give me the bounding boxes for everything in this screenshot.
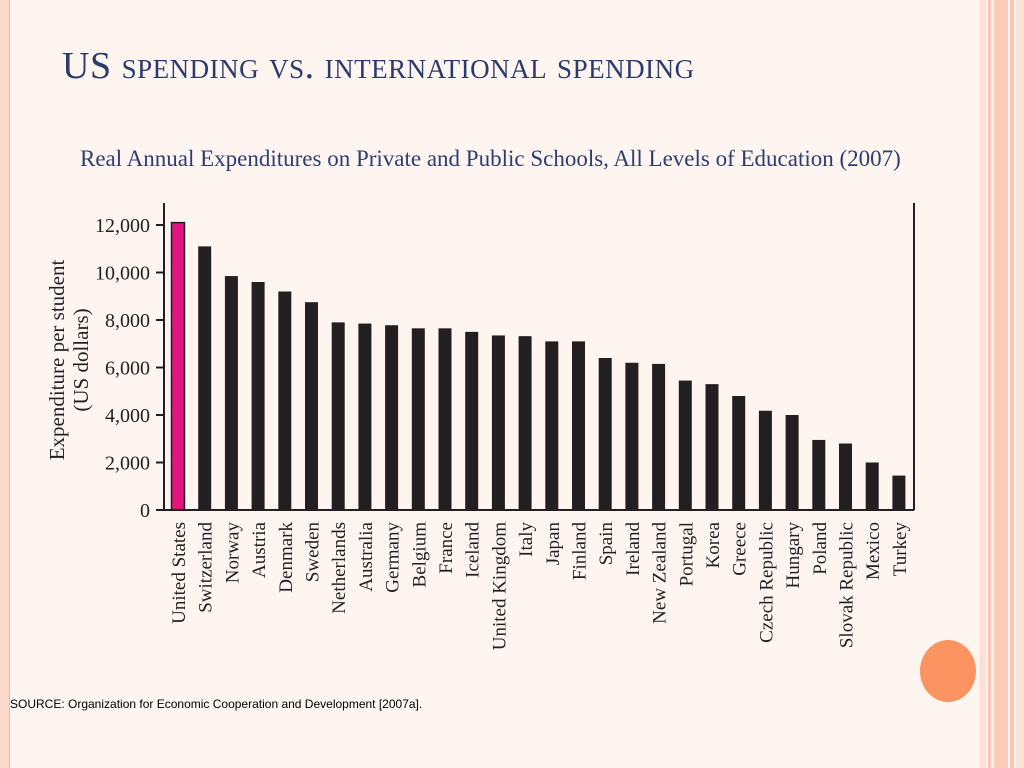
x-category-label: Italy [516, 522, 537, 557]
x-category-label: Australia [356, 521, 377, 591]
bar [678, 380, 692, 510]
bar [305, 302, 318, 510]
slide-title: US spending vs. international spending [62, 45, 695, 87]
x-category-label: United Kingdom [489, 522, 510, 650]
bar [572, 341, 585, 510]
x-category-label: Portugal [676, 522, 697, 586]
bar [598, 358, 612, 510]
x-category-label: Norway [222, 522, 243, 584]
bar [865, 462, 879, 510]
x-category-label: Greece [730, 522, 751, 576]
y-tick-label: 10,000 [95, 263, 150, 285]
bar [732, 396, 746, 510]
bar [358, 323, 372, 510]
x-category-label: Finland [570, 522, 591, 581]
bar [411, 328, 425, 510]
y-tick-label: 12,000 [95, 215, 150, 237]
bar [839, 443, 852, 510]
y-axis-title: Expenditure per student (US dollars) [45, 260, 93, 461]
x-category-label: Iceland [463, 522, 484, 578]
left-border-stripe [0, 0, 10, 768]
bar [652, 363, 666, 510]
x-category-label: Ireland [623, 522, 644, 576]
bar [518, 336, 532, 510]
x-category-label: Japan [543, 522, 564, 566]
bar [251, 282, 265, 510]
bar [758, 410, 772, 510]
x-category-label: Hungary [783, 522, 804, 589]
bars [170, 221, 906, 511]
y-axis-title-line: Expenditure per student [45, 260, 69, 461]
y-tick-label: 0 [140, 500, 150, 522]
source-note: SOURCE: Organization for Economic Cooper… [10, 697, 423, 711]
bar [545, 341, 559, 510]
x-category-label: Sweden [303, 522, 324, 583]
bar [705, 384, 719, 510]
bar [224, 276, 238, 510]
x-category-label: Germany [383, 522, 404, 593]
bar [198, 246, 212, 510]
y-tick-label: 6,000 [105, 358, 150, 380]
x-category-label: Czech Republic [756, 522, 777, 643]
x-category-label: New Zealand [650, 522, 671, 624]
x-category-label: United States [169, 522, 190, 624]
x-category-label: France [436, 522, 457, 574]
y-axis: 0 2,000 4,000 6,000 8,000 10,000 12,000 [95, 215, 164, 522]
x-category-label: Slovak Republic [837, 522, 858, 648]
bar [491, 335, 505, 510]
x-category-label: Spain [596, 522, 617, 566]
bar [625, 362, 639, 510]
x-category-label: Denmark [276, 522, 297, 593]
bar [465, 331, 479, 510]
bar [331, 322, 345, 510]
x-category-label: Mexico [863, 522, 884, 580]
y-axis-title-line: (US dollars) [69, 308, 93, 411]
bar [812, 439, 826, 510]
bar [278, 291, 292, 510]
bar [170, 221, 186, 511]
x-category-label: Poland [810, 522, 831, 575]
y-tick-label: 2,000 [105, 453, 150, 475]
x-category-label: Korea [703, 521, 724, 568]
y-tick-label: 8,000 [105, 310, 150, 332]
bar [385, 325, 399, 510]
chart-caption: Real Annual Expenditures on Private and … [80, 146, 901, 171]
x-category-label: Turkey [890, 522, 911, 577]
right-border-stripes [980, 0, 1024, 768]
bar [785, 415, 799, 510]
bar [892, 475, 906, 510]
x-axis-labels: United States Switzerland Norway Austria Den… [169, 521, 911, 650]
y-tick-label: 4,000 [105, 405, 150, 427]
orange-circle-decoration [920, 640, 976, 702]
x-category-label: Belgium [409, 522, 430, 588]
x-category-label: Switzerland [196, 522, 217, 613]
x-category-label: Netherlands [329, 522, 350, 614]
bar [438, 328, 452, 510]
x-category-label: Austria [249, 521, 270, 578]
bar-chart: Expenditure per student (US dollars) 0 2,0… [45, 203, 915, 650]
